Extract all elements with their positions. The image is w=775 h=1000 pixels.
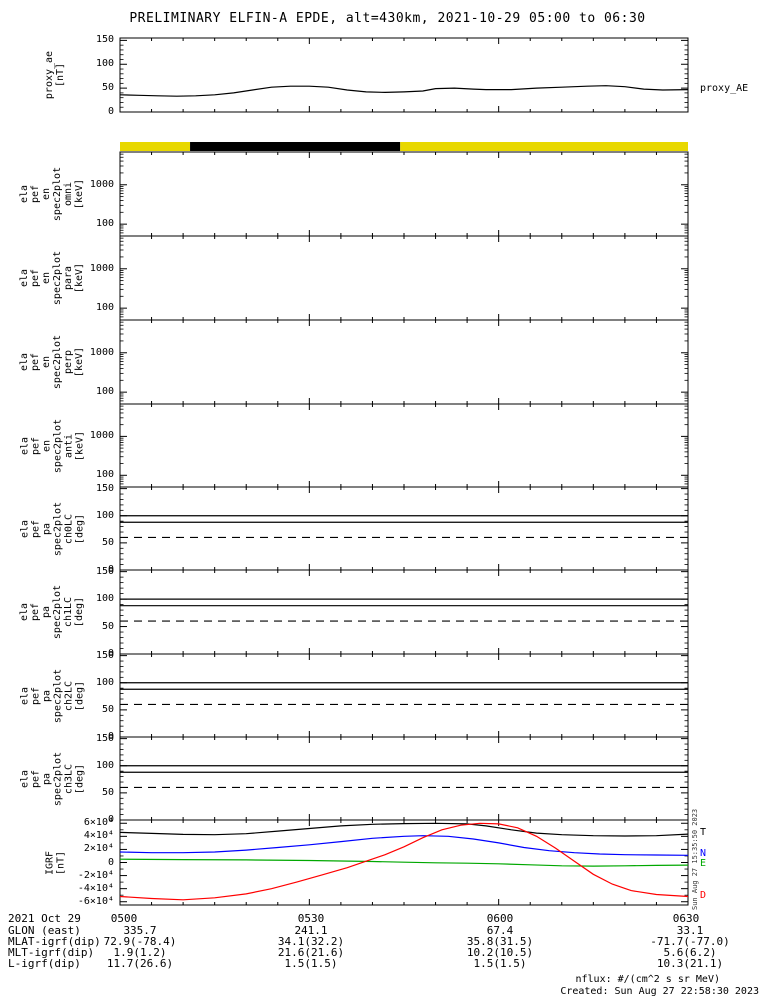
series-proxy_AE bbox=[119, 85, 689, 97]
nflux-units-note: nflux: #/(cm^2 s sr MeV) bbox=[575, 974, 721, 985]
side-timestamp: Sun Aug 27 15:35:50 2023 bbox=[691, 808, 699, 910]
series-E bbox=[119, 858, 689, 867]
plot-title: PRELIMINARY ELFIN-A EPDE, alt=430km, 202… bbox=[129, 11, 646, 26]
series-T bbox=[119, 822, 689, 837]
series-N bbox=[119, 835, 689, 856]
series-D bbox=[119, 822, 689, 901]
created-timestamp: Created: Sun Aug 27 22:58:30 2023 bbox=[560, 986, 759, 997]
